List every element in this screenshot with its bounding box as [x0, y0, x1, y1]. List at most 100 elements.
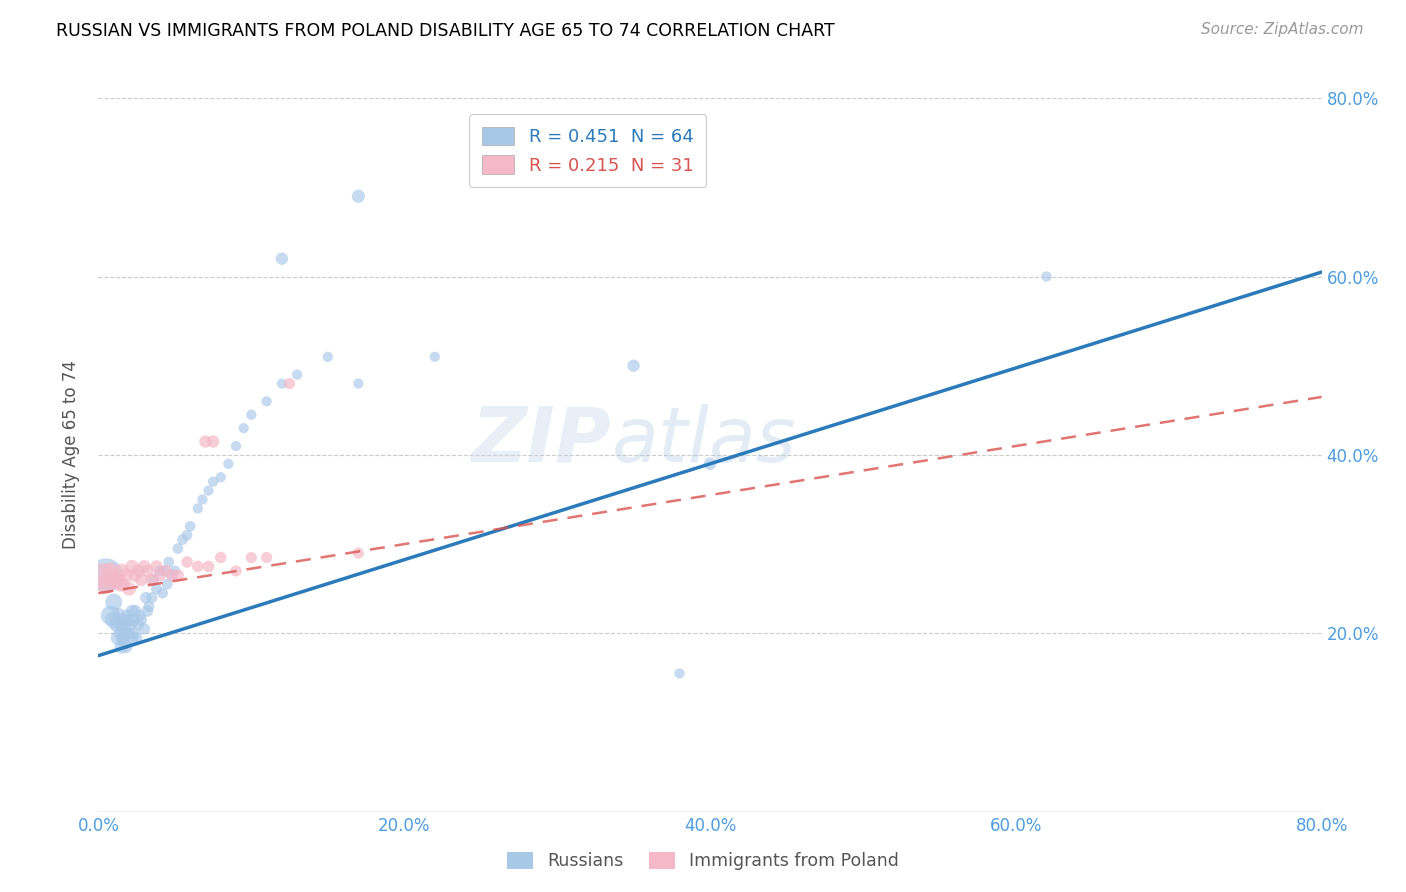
Point [160, 568, 183, 582]
Point [197, 559, 219, 574]
Point [149, 564, 172, 578]
Point [108, 577, 131, 591]
Point [270, 376, 292, 391]
Point [135, 591, 157, 605]
Text: ZIP: ZIP [472, 404, 612, 477]
Point [91, 568, 114, 582]
Point [103, 573, 125, 587]
Point [316, 350, 339, 364]
Point [141, 591, 163, 605]
Point [127, 617, 149, 632]
Point [152, 586, 174, 600]
Point [107, 631, 129, 645]
Point [145, 559, 167, 574]
Point [115, 640, 138, 654]
Point [172, 533, 194, 547]
Point [240, 408, 263, 422]
Text: Source: ZipAtlas.com: Source: ZipAtlas.com [1201, 22, 1364, 37]
Point [197, 483, 219, 498]
Point [136, 564, 159, 578]
Point [270, 252, 292, 266]
Point [179, 519, 201, 533]
Point [94, 577, 117, 591]
Point [117, 608, 139, 623]
Point [187, 501, 209, 516]
Point [100, 564, 122, 578]
Point [149, 568, 172, 582]
Point [256, 550, 278, 565]
Point [134, 559, 156, 574]
Point [191, 492, 214, 507]
Point [187, 559, 209, 574]
Point [209, 550, 232, 565]
Point [256, 394, 278, 409]
Point [1035, 269, 1057, 284]
Text: atlas: atlas [612, 404, 797, 477]
Point [347, 376, 370, 391]
Point [107, 608, 129, 623]
Point [121, 559, 143, 574]
Point [194, 434, 217, 449]
Point [120, 617, 142, 632]
Point [423, 350, 446, 364]
Point [118, 626, 141, 640]
Point [129, 573, 152, 587]
Point [141, 573, 163, 587]
Point [111, 631, 134, 645]
Point [240, 550, 263, 565]
Point [118, 582, 141, 596]
Point [153, 564, 176, 578]
Point [115, 626, 138, 640]
Point [125, 631, 148, 645]
Point [167, 568, 190, 582]
Point [145, 582, 167, 596]
Point [347, 546, 370, 560]
Point [176, 528, 198, 542]
Point [668, 666, 690, 681]
Y-axis label: Disability Age 65 to 74: Disability Age 65 to 74 [62, 360, 80, 549]
Point [278, 376, 301, 391]
Point [142, 573, 165, 587]
Point [128, 608, 150, 623]
Point [121, 604, 143, 618]
Point [699, 457, 721, 471]
Point [138, 599, 160, 614]
Point [124, 604, 146, 618]
Point [134, 622, 156, 636]
Point [127, 564, 149, 578]
Point [209, 470, 232, 484]
Point [285, 368, 308, 382]
Point [110, 640, 132, 654]
Point [163, 564, 186, 578]
Point [167, 541, 190, 556]
Point [124, 568, 146, 582]
Point [94, 568, 117, 582]
Legend: R = 0.451  N = 64, R = 0.215  N = 31: R = 0.451 N = 64, R = 0.215 N = 31 [470, 114, 706, 187]
Point [118, 613, 141, 627]
Point [176, 555, 198, 569]
Text: RUSSIAN VS IMMIGRANTS FROM POLAND DISABILITY AGE 65 TO 74 CORRELATION CHART: RUSSIAN VS IMMIGRANTS FROM POLAND DISABI… [56, 22, 835, 40]
Point [105, 617, 128, 632]
Point [129, 613, 152, 627]
Point [623, 359, 645, 373]
Point [225, 439, 247, 453]
Point [103, 595, 125, 609]
Point [347, 189, 370, 203]
Point [111, 577, 134, 591]
Point [122, 613, 145, 627]
Point [122, 626, 145, 640]
Point [160, 568, 183, 582]
Point [157, 555, 180, 569]
Point [105, 573, 128, 587]
Point [115, 568, 138, 582]
Point [112, 617, 135, 632]
Point [100, 608, 122, 623]
Point [225, 564, 247, 578]
Point [110, 564, 132, 578]
Point [136, 604, 159, 618]
Point [202, 434, 225, 449]
Point [156, 577, 179, 591]
Point [121, 631, 143, 645]
Legend: Russians, Immigrants from Poland: Russians, Immigrants from Poland [498, 843, 908, 879]
Point [232, 421, 254, 435]
